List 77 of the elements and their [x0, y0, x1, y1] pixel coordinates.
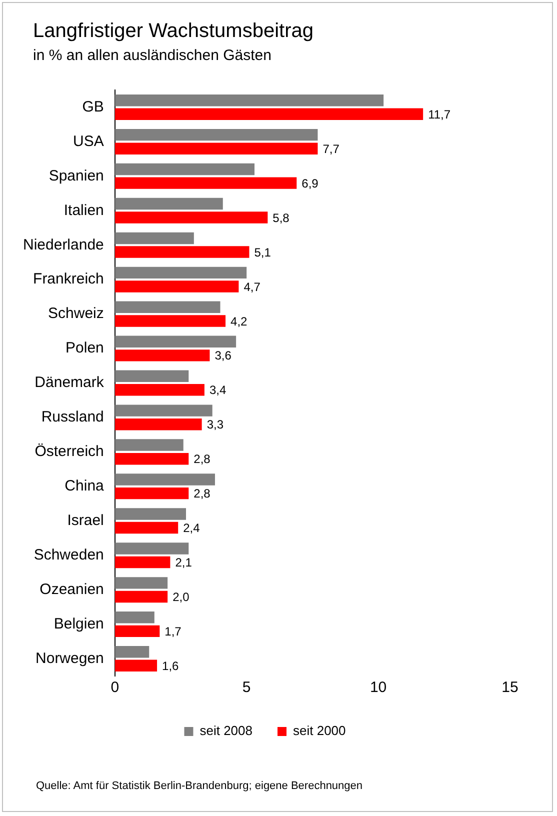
bar [114, 556, 170, 568]
y-tick-label: Schweiz [48, 305, 104, 322]
bar [114, 280, 239, 292]
bar [114, 590, 168, 603]
y-tick-label: Niederlande [23, 236, 104, 254]
bar [114, 128, 318, 141]
bar [114, 370, 189, 382]
chart-title: Langfristiger Wachstumsbeitrag [33, 20, 314, 43]
y-tick-label: Polen [66, 340, 104, 357]
data-label: 3,6 [214, 348, 232, 363]
bar [114, 350, 210, 362]
y-tick-label: Ozeanien [40, 580, 104, 598]
data-label: 2,8 [194, 486, 211, 501]
y-tick-label: China [64, 478, 105, 495]
bar [114, 612, 154, 624]
x-tick-label: 15 [502, 679, 518, 696]
data-label: 4,2 [230, 314, 248, 328]
bar [114, 474, 215, 486]
bar [114, 108, 424, 120]
bar [114, 94, 384, 106]
data-label: 7,7 [322, 142, 340, 156]
bar [114, 212, 268, 224]
bar [114, 336, 236, 348]
data-label: 2,0 [172, 590, 190, 604]
data-label: 5,8 [272, 210, 290, 225]
bar [114, 418, 202, 430]
data-label: 6,9 [302, 176, 319, 190]
bar [114, 522, 178, 534]
chart-subtitle: in % an allen ausländischen Gästen [33, 47, 272, 64]
y-tick-label: Frankreich [33, 270, 104, 288]
bar [114, 660, 158, 672]
y-tick-label: Israel [67, 512, 104, 530]
data-label: 1,7 [164, 624, 182, 638]
bar [114, 163, 254, 176]
bar [114, 577, 168, 589]
x-tick-label: 5 [242, 679, 251, 696]
data-label: 2,4 [183, 521, 200, 536]
source-note: Quelle: Amt für Statistik Berlin-Brandenburg; eigene Berechnungen [36, 780, 363, 792]
y-tick-label: USA [73, 132, 104, 150]
y-tick-label: Österreich [34, 443, 104, 460]
data-label: 4,7 [244, 280, 261, 294]
data-label: 3,3 [206, 418, 224, 432]
bar [114, 452, 189, 465]
bar [114, 246, 250, 258]
bar [114, 232, 194, 244]
bar [114, 177, 297, 189]
data-label: 2,1 [175, 556, 192, 570]
bar [114, 508, 186, 520]
data-label: 2,8 [194, 452, 211, 466]
bar [114, 625, 160, 638]
bar [114, 384, 204, 396]
y-tick-label: Schweden [34, 546, 104, 564]
y-tick-label: Dänemark [34, 374, 104, 392]
bar [114, 301, 220, 314]
x-tick-label: 0 [110, 679, 120, 696]
data-label: 11,7 [428, 107, 451, 122]
legend-label: seit 2000 [293, 723, 346, 738]
legend-label: seit 2008 [200, 723, 253, 738]
x-tick-label: 10 [370, 679, 387, 696]
y-tick-label: Belgien [54, 615, 104, 632]
data-label: 3,4 [209, 383, 226, 398]
bar [114, 404, 212, 416]
y-tick-label: Italien [64, 202, 104, 219]
data-label: 1,6 [162, 658, 180, 673]
y-tick-label: Norwegen [36, 650, 104, 667]
bar [114, 198, 223, 210]
bar [114, 315, 226, 327]
data-label: 5,1 [254, 245, 272, 260]
bar [114, 266, 247, 279]
y-tick-label: GB [82, 98, 104, 116]
bar [114, 142, 318, 154]
y-tick-label: Russland [41, 408, 104, 426]
y-tick-label: Spanien [48, 167, 104, 184]
bar [114, 487, 189, 500]
bar [114, 542, 189, 554]
bar [114, 646, 150, 658]
bar [114, 439, 184, 451]
